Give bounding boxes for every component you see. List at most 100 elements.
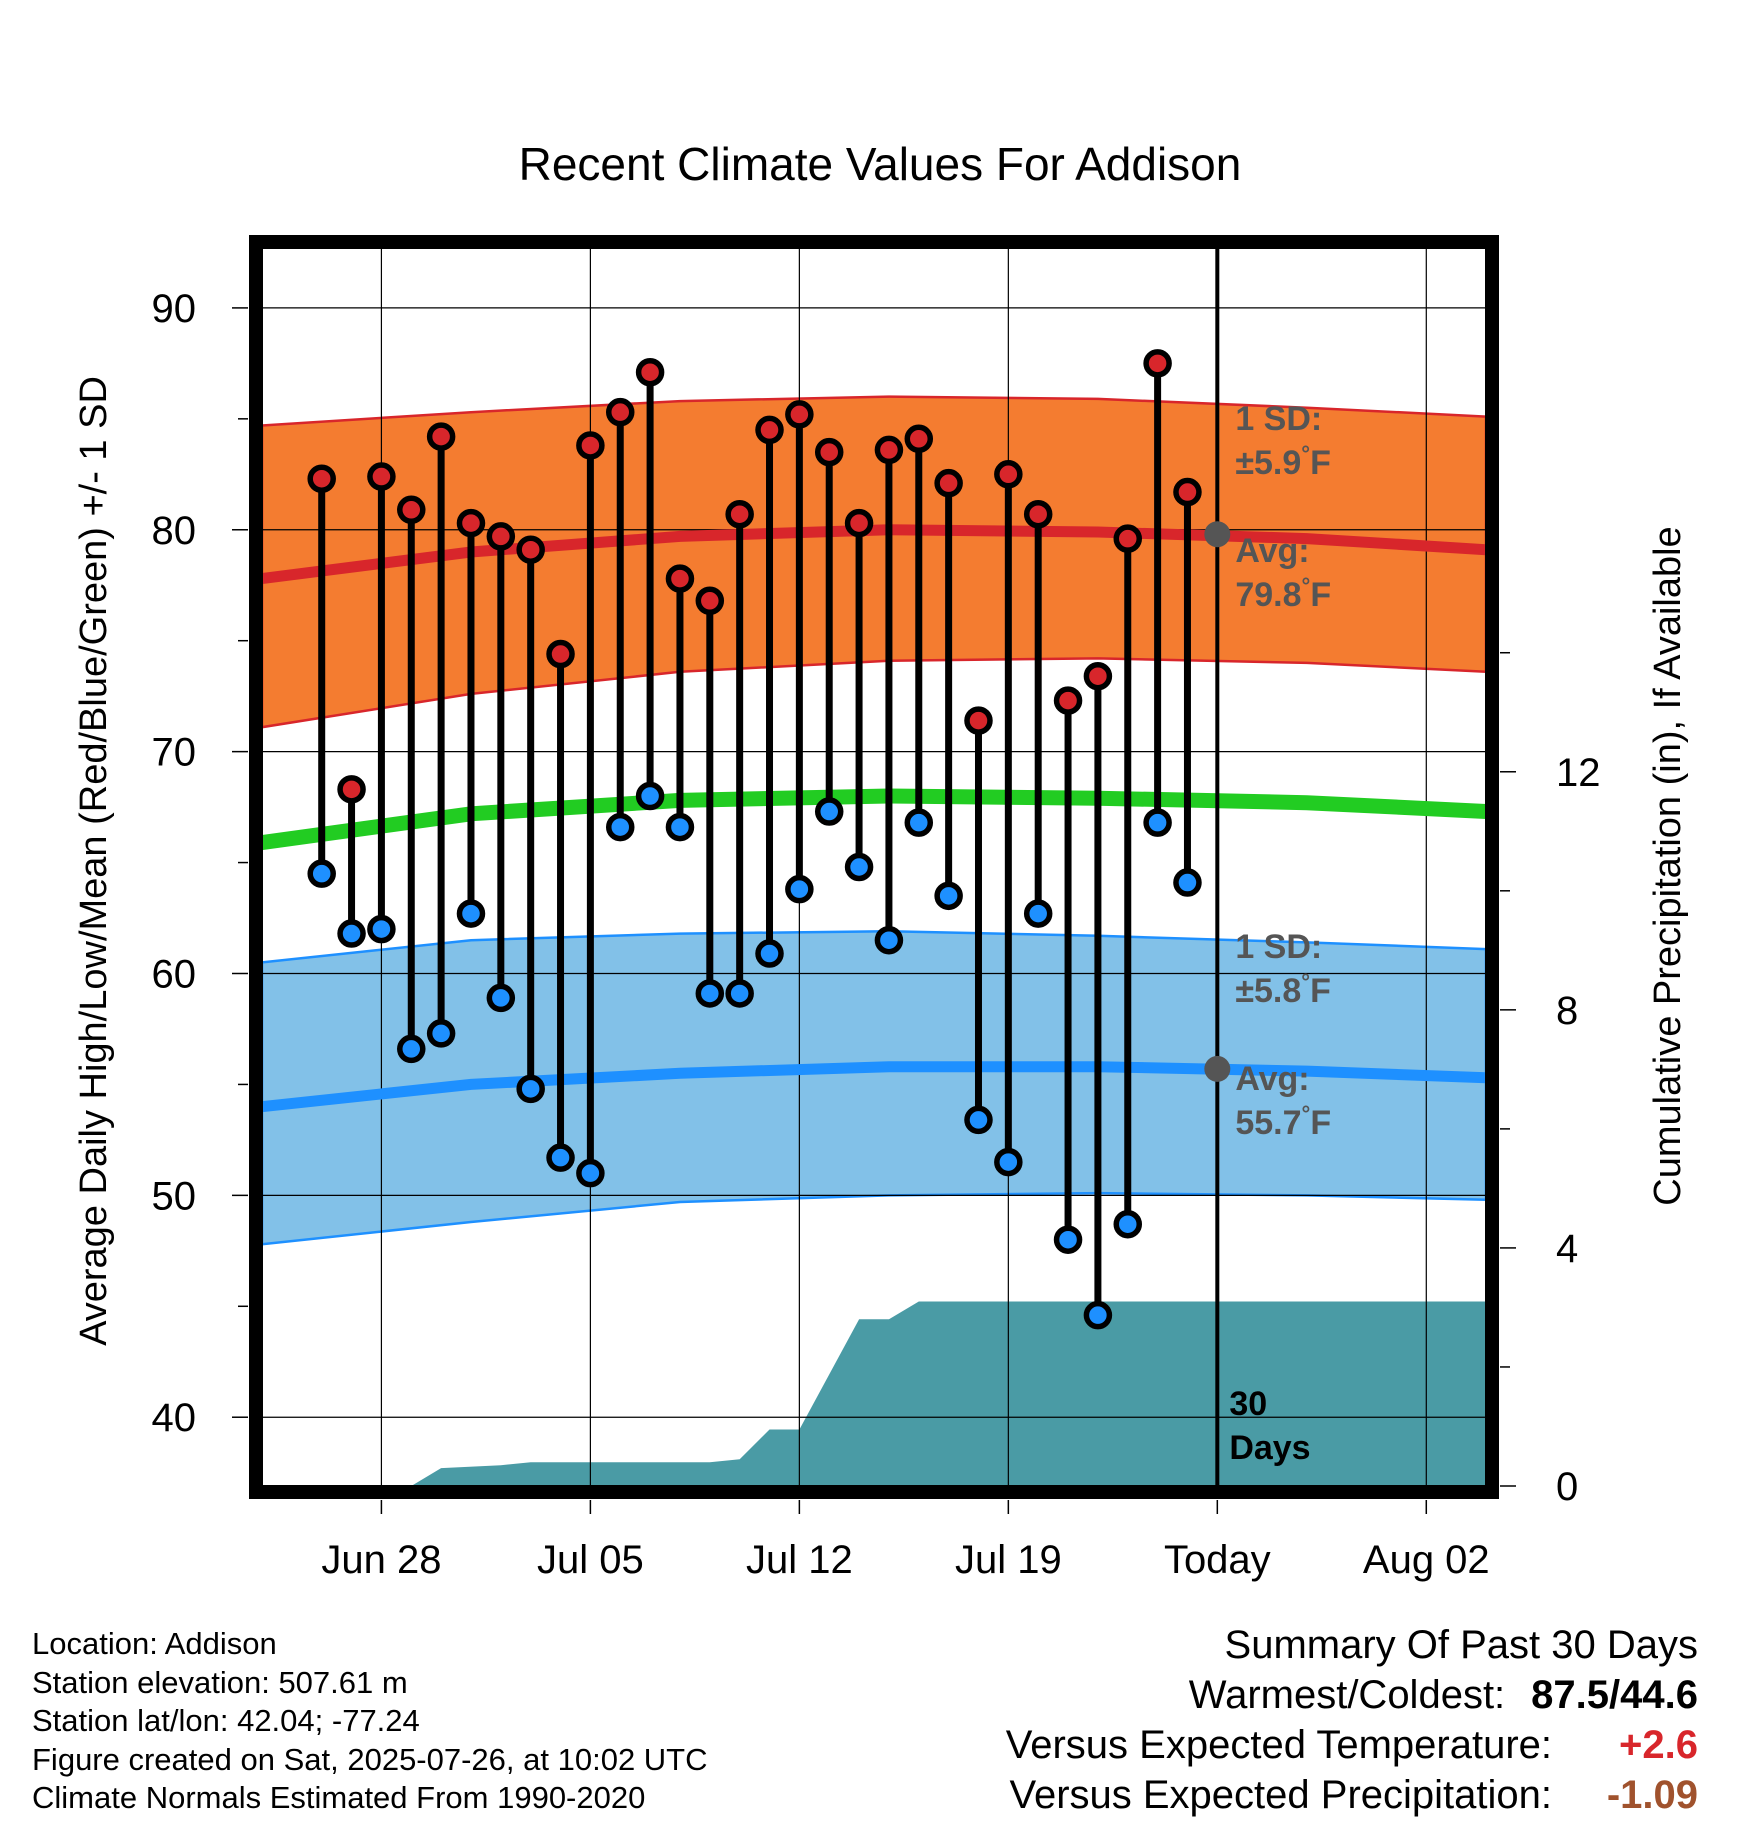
daily-low-point — [1083, 1300, 1113, 1330]
daily-low-point — [456, 899, 486, 928]
low-sd-value: ±5.8°F — [1235, 969, 1331, 1010]
precipitation-area — [262, 1301, 1486, 1486]
summary-precip-value: -1.09 — [1606, 1773, 1698, 1817]
daily-low-point — [426, 1019, 456, 1048]
daily-high-point — [755, 415, 784, 445]
summary-warmest-label: Warmest/Coldest: — [1188, 1673, 1506, 1717]
y2-tick-label: 0 — [1556, 1465, 1578, 1509]
normal-low-line — [262, 1061, 1486, 1113]
daily-high-point — [1143, 349, 1172, 378]
x-tick-label: Jul 12 — [746, 1538, 853, 1582]
high-avg-value: 79.8°F — [1235, 573, 1331, 614]
daily-low-point — [725, 979, 754, 1008]
daily-high-point — [934, 468, 963, 498]
daily-low-point — [397, 1034, 426, 1064]
y-tick-label: 90 — [152, 287, 197, 331]
daily-high-point — [576, 431, 605, 460]
days-label-text: Days — [1229, 1429, 1310, 1467]
latlon-text: Station lat/lon: 42.04; -77.24 — [32, 1703, 420, 1738]
daily-high-point — [1053, 686, 1083, 715]
y-tick-label: 80 — [152, 509, 197, 553]
daily-low-point — [486, 983, 516, 1013]
daily-low-point — [964, 1105, 993, 1135]
daily-high-point — [785, 400, 814, 429]
daily-high-point — [964, 706, 993, 735]
daily-low-point — [1053, 1225, 1083, 1254]
daily-low-point — [635, 781, 665, 811]
daily-low-point — [934, 881, 963, 911]
low-avg-value: 55.7°F — [1235, 1101, 1331, 1142]
daily-low-point — [516, 1074, 545, 1104]
daily-high-point — [1173, 477, 1202, 507]
y-tick-label: 50 — [152, 1174, 197, 1218]
summary-temp-label: Versus Expected Temperature: — [1005, 1723, 1552, 1767]
daily-high-point — [874, 435, 904, 465]
x-axis-title: Day — [838, 1607, 909, 1610]
daily-low-point — [874, 925, 904, 955]
y2-tick-label: 4 — [1556, 1227, 1578, 1271]
y2-tick-label: 12 — [1556, 751, 1601, 795]
chart-title: Recent Climate Values For Addison — [519, 138, 1242, 190]
low-avg-label: Avg: — [1235, 1060, 1309, 1098]
daily-low-point — [1113, 1209, 1143, 1239]
x-tick-label: Today — [1164, 1538, 1271, 1582]
daily-high-point — [605, 397, 635, 427]
y2-tick-label: 8 — [1556, 989, 1578, 1033]
summary-warmest-row: Warmest/Coldest: 87.5/44.6 — [1006, 1670, 1698, 1720]
today-low-avg-marker — [1204, 1055, 1231, 1082]
today-high-avg-marker — [1204, 521, 1231, 548]
summary-temp-value: +2.6 — [1619, 1723, 1698, 1767]
daily-low-point — [904, 808, 934, 837]
daily-high-point — [456, 508, 486, 538]
x-tick-label: Jul 05 — [537, 1538, 644, 1582]
daily-high-point — [695, 586, 725, 616]
summary-warmest-value: 87.5/44.6 — [1531, 1673, 1698, 1717]
high-sd-value: ±5.9°F — [1235, 441, 1331, 482]
summary-precip-label: Versus Expected Precipitation: — [1009, 1773, 1552, 1817]
location-text: Location: Addison — [32, 1626, 277, 1661]
daily-low-point — [337, 919, 366, 948]
daily-low-point — [307, 859, 336, 888]
summary-title: Summary Of Past 30 Days — [1224, 1623, 1698, 1667]
plot-frame — [249, 235, 1499, 1499]
daily-low-point — [844, 852, 874, 882]
daily-high-point — [725, 499, 754, 529]
high-sd-label: 1 SD: — [1235, 400, 1322, 438]
daily-low-point — [814, 797, 844, 826]
daily-high-point — [367, 462, 396, 491]
x-tick-label: Aug 02 — [1363, 1538, 1490, 1582]
daily-low-point — [1023, 899, 1053, 928]
daily-high-point — [1083, 661, 1113, 691]
summary-temp-row: Versus Expected Temperature: +2.6 — [1006, 1720, 1698, 1770]
normals-text: Climate Normals Estimated From 1990-2020 — [32, 1780, 646, 1815]
days-label-number: 30 — [1229, 1385, 1267, 1423]
daily-high-point — [426, 422, 456, 451]
summary-precip-row: Versus Expected Precipitation: -1.09 — [1006, 1770, 1698, 1820]
daily-high-point — [1113, 524, 1143, 553]
daily-high-point — [307, 464, 336, 493]
daily-low-point — [695, 979, 725, 1008]
daily-high-point — [844, 508, 874, 538]
y-tick-label: 40 — [152, 1396, 197, 1440]
daily-high-point — [1023, 499, 1053, 529]
daily-high-point — [546, 639, 575, 669]
daily-high-point — [635, 357, 665, 387]
daily-low-point — [367, 914, 396, 944]
x-tick-label: Jun 28 — [321, 1538, 441, 1582]
daily-high-point — [337, 775, 366, 804]
daily-high-point — [994, 460, 1023, 489]
daily-low-point — [1173, 868, 1202, 897]
daily-high-point — [814, 437, 844, 467]
daily-high-point — [665, 564, 695, 593]
daily-low-point — [1143, 808, 1172, 837]
high-avg-label: Avg: — [1235, 532, 1309, 570]
daily-low-point — [665, 812, 695, 842]
low-sd-label: 1 SD: — [1235, 928, 1322, 966]
elevation-text: Station elevation: 507.61 m — [32, 1664, 408, 1700]
daily-high-point — [486, 522, 516, 551]
daily-low-point — [576, 1158, 605, 1188]
station-info: Location: Addison Station elevation: 507… — [32, 1625, 708, 1818]
y-axis-title: Average Daily High/Low/Mean (Red/Blue/Gr… — [73, 376, 115, 1346]
daily-low-point — [546, 1143, 575, 1172]
daily-low-point — [785, 874, 814, 904]
